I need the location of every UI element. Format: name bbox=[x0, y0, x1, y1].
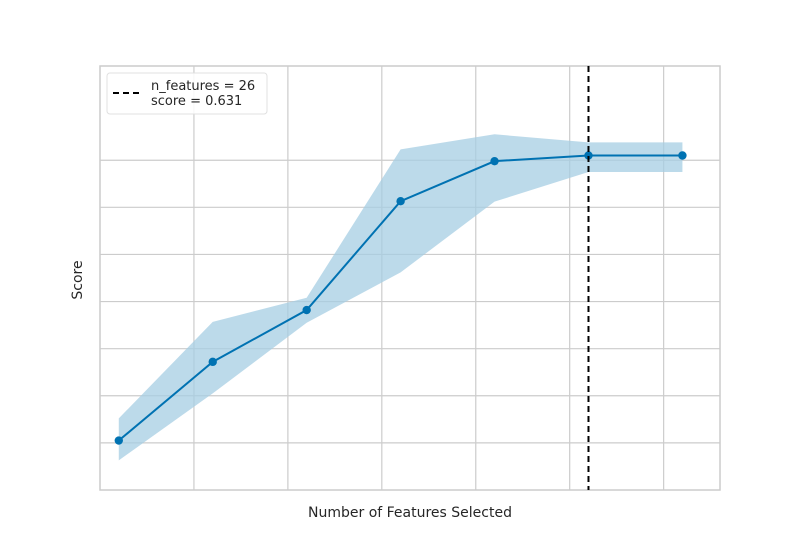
legend: n_features = 26 score = 0.631 bbox=[106, 72, 268, 115]
legend-entry-score: score = 0.631 bbox=[151, 94, 242, 109]
data-point-1 bbox=[208, 357, 217, 367]
legend-entry-n-features: n_features = 26 bbox=[151, 79, 255, 94]
data-point-2 bbox=[302, 305, 311, 315]
data-point-0 bbox=[114, 436, 123, 445]
data-point-5 bbox=[584, 151, 593, 160]
grid-lines-x bbox=[193, 66, 665, 490]
plot-frame bbox=[99, 65, 721, 491]
legend-box bbox=[106, 72, 268, 115]
score-points bbox=[114, 151, 687, 445]
data-point-6 bbox=[678, 151, 687, 160]
y-axis-label: Score bbox=[70, 260, 86, 299]
score-confidence-band bbox=[118, 134, 683, 461]
x-axis-label: Number of Features Selected bbox=[308, 505, 512, 521]
data-point-3 bbox=[396, 197, 405, 206]
data-point-4 bbox=[490, 156, 499, 166]
